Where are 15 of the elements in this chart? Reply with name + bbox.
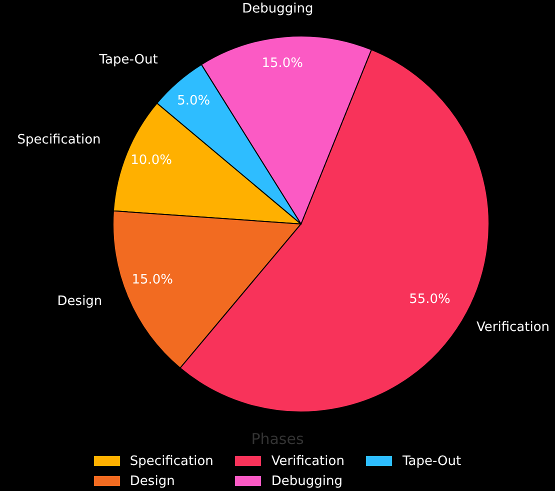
data-label: 55.0% <box>409 292 450 307</box>
slice-label: Verification <box>476 320 550 335</box>
slice-label: Debugging <box>242 2 314 17</box>
legend-label: Tape-Out <box>402 454 462 468</box>
data-label: 10.0% <box>130 153 172 168</box>
slice-label: Design <box>57 294 102 309</box>
legend-label: Specification <box>130 454 214 468</box>
legend-label: Verification <box>271 454 344 468</box>
slice-label: Tape-Out <box>98 52 158 68</box>
legend-label: Debugging <box>271 474 342 488</box>
legend-label: Design <box>130 474 175 488</box>
data-label: 5.0% <box>177 94 210 109</box>
slice-label: Specification <box>17 132 101 148</box>
data-label: 15.0% <box>262 56 304 72</box>
data-label: 15.0% <box>132 272 174 288</box>
